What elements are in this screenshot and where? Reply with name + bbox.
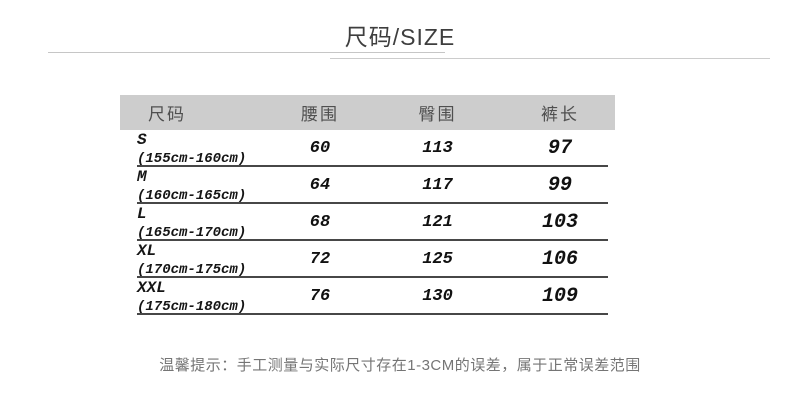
size-label: M (160cm-165cm): [120, 168, 270, 204]
table-row-m: M (160cm-165cm) 64 117 99: [120, 167, 615, 204]
title-underline-left: [48, 52, 445, 53]
size-table-header-row: 尺码 腰围 臀围 裤长: [120, 95, 615, 130]
waist-value: 76: [309, 287, 331, 306]
size-height-range: (175cm-180cm): [137, 298, 247, 315]
waist-value: 68: [309, 213, 331, 232]
waist-value: 60: [309, 139, 331, 158]
page-title: 尺码/SIZE: [344, 24, 456, 50]
hip-value: 125: [422, 250, 453, 269]
header-length: 裤长: [541, 105, 579, 124]
pant-length-value: 103: [541, 211, 578, 234]
size-code: M: [137, 167, 147, 186]
hip-value: 130: [422, 287, 453, 306]
table-row-l: L (165cm-170cm) 68 121 103: [120, 204, 615, 241]
waist-value: 64: [309, 176, 331, 195]
size-label: XL (170cm-175cm): [120, 242, 270, 278]
size-height-range: (170cm-175cm): [137, 261, 247, 278]
row-divider: [137, 239, 608, 241]
size-code: S: [137, 130, 147, 149]
size-table: 尺码 腰围 臀围 裤长 S (155cm-160cm) 60 113 97 M …: [120, 95, 615, 315]
header-size: 尺码: [148, 105, 186, 124]
row-divider: [137, 165, 608, 167]
header-hip: 臀围: [418, 105, 457, 124]
pant-length-value: 97: [547, 137, 572, 160]
waist-value: 72: [309, 250, 331, 269]
size-label: L (165cm-170cm): [120, 205, 270, 241]
table-row-xxl: XXL (175cm-180cm) 76 130 109: [120, 278, 615, 315]
size-code: XL: [137, 241, 157, 260]
size-code: L: [137, 204, 147, 223]
header-waist: 腰围: [301, 105, 339, 124]
table-row-xl: XL (170cm-175cm) 72 125 106: [120, 241, 615, 278]
title-underline-right: [330, 58, 770, 59]
row-divider: [137, 202, 608, 204]
pant-length-value: 106: [541, 248, 578, 271]
size-code: XXL: [137, 278, 166, 297]
size-height-range: (160cm-165cm): [137, 187, 247, 204]
size-label: S (155cm-160cm): [120, 131, 270, 167]
row-divider: [137, 313, 608, 315]
hip-value: 121: [422, 213, 453, 232]
pant-length-value: 109: [541, 285, 578, 308]
hip-value: 117: [422, 176, 453, 195]
size-height-range: (155cm-160cm): [137, 150, 247, 167]
hip-value: 113: [422, 139, 453, 158]
table-row-s: S (155cm-160cm) 60 113 97: [120, 130, 615, 167]
size-height-range: (165cm-170cm): [137, 224, 247, 241]
row-divider: [137, 276, 608, 278]
pant-length-value: 99: [547, 174, 572, 197]
size-label: XXL (175cm-180cm): [120, 279, 270, 315]
footer-note: 温馨提示：手工测量与实际尺寸存在1-3CM的误差，属于正常误差范围: [159, 357, 641, 374]
